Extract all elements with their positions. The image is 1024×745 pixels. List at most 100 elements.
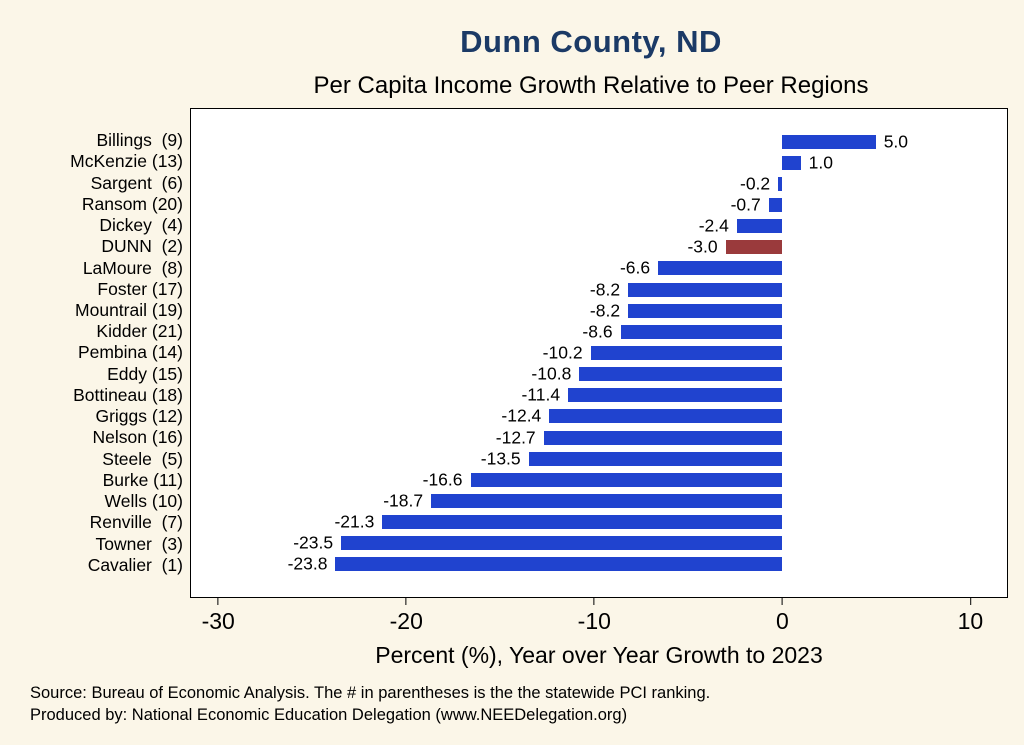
- x-tick: 0: [776, 598, 789, 635]
- category-label: Sargent (6): [90, 172, 183, 193]
- footer-notes: Source: Bureau of Economic Analysis. The…: [0, 669, 1024, 727]
- bar-row: -21.3: [191, 512, 1007, 533]
- category-label: Dickey (4): [99, 215, 183, 236]
- x-tick-label: 0: [775, 608, 789, 634]
- bar: [658, 261, 782, 276]
- value-label: -8.2: [589, 279, 621, 300]
- chart-header: Dunn County, ND Per Capita Income Growth…: [0, 0, 1024, 100]
- bar: [528, 451, 782, 466]
- value-label: -13.5: [480, 448, 521, 469]
- bar-row: -23.5: [191, 533, 1007, 554]
- value-label: -23.5: [293, 532, 334, 553]
- value-label: -10.8: [531, 363, 572, 384]
- category-label: Steele (5): [102, 448, 183, 469]
- category-label: McKenzie (13): [70, 151, 183, 172]
- value-label: -18.7: [383, 490, 424, 511]
- bar: [543, 430, 782, 445]
- bar-highlight: [725, 240, 782, 255]
- bar: [335, 557, 782, 572]
- x-axis-title: Percent (%), Year over Year Growth to 20…: [375, 642, 823, 668]
- bar-row: -12.7: [191, 427, 1007, 448]
- value-label: -12.4: [501, 405, 542, 426]
- bar: [341, 536, 782, 551]
- x-tick-mark: [217, 598, 219, 605]
- x-tick-mark: [593, 598, 595, 605]
- bar: [768, 197, 782, 212]
- category-label: Griggs (12): [95, 406, 183, 427]
- produced-by-note: Produced by: National Economic Education…: [30, 705, 628, 724]
- value-label: 1.0: [808, 152, 833, 173]
- bar-row: -8.2: [191, 279, 1007, 300]
- bar-row: -0.7: [191, 194, 1007, 215]
- bar-row: -2.4: [191, 216, 1007, 237]
- x-tick: -20: [390, 598, 423, 635]
- category-label: Cavalier (1): [87, 554, 183, 575]
- spacer: [0, 640, 190, 669]
- x-tick-mark: [405, 598, 407, 605]
- source-note: Source: Bureau of Economic Analysis. The…: [30, 684, 711, 702]
- plot-area: 5.0 1.0 -0.2 -0.7 -2.4 -3.0 -6.6 -8.2 -8.2 -8.6 -1…: [190, 108, 1008, 598]
- value-label: -12.7: [495, 427, 536, 448]
- category-label: Billings (9): [96, 130, 183, 151]
- category-label: Mountrail (19): [75, 299, 183, 320]
- category-label: Eddy (15): [107, 363, 183, 384]
- bar: [628, 303, 782, 318]
- category-label: Wells (10): [104, 491, 183, 512]
- value-label: -16.6: [422, 469, 463, 490]
- bar-row: -0.2: [191, 173, 1007, 194]
- x-tick-mark: [969, 598, 971, 605]
- x-axis: -30 -20 -10 0 10: [190, 598, 1008, 640]
- y-axis-labels: Billings (9) McKenzie (13) Sargent (6) Rans…: [0, 108, 190, 598]
- value-label: -8.2: [589, 300, 621, 321]
- bar-row: -11.4: [191, 385, 1007, 406]
- bar-row: -8.2: [191, 300, 1007, 321]
- bar-row: -12.4: [191, 406, 1007, 427]
- value-label: -0.7: [730, 194, 761, 215]
- x-tick-label: -20: [389, 608, 423, 634]
- value-label: -0.2: [740, 173, 771, 194]
- bar-row: -8.6: [191, 321, 1007, 342]
- bar-row: 1.0: [191, 152, 1007, 173]
- value-label: -23.8: [287, 553, 328, 574]
- bar-row: -13.5: [191, 448, 1007, 469]
- x-tick-label: 10: [957, 608, 984, 634]
- bar-row: -23.8: [191, 554, 1007, 575]
- bar-row: -18.7: [191, 490, 1007, 511]
- category-label: Pembina (14): [77, 342, 183, 363]
- bar-row: -16.6: [191, 469, 1007, 490]
- bar: [781, 155, 801, 170]
- spacer: [0, 598, 190, 640]
- value-label: -21.3: [334, 511, 375, 532]
- bar: [590, 345, 782, 360]
- chart-title: Dunn County, ND: [460, 24, 722, 59]
- x-tick: -30: [202, 598, 235, 635]
- bar: [736, 219, 782, 234]
- bar: [568, 388, 782, 403]
- category-label: Foster (17): [97, 278, 183, 299]
- bar: [781, 134, 876, 149]
- value-label: -6.6: [619, 257, 651, 278]
- chart-page: Dunn County, ND Per Capita Income Growth…: [0, 0, 1024, 727]
- value-label: -10.2: [542, 342, 583, 363]
- bar: [620, 324, 782, 339]
- x-tick-label: -10: [577, 608, 611, 634]
- category-label: Nelson (16): [92, 427, 183, 448]
- bar-row: -3.0: [191, 237, 1007, 258]
- category-label: Burke (11): [102, 469, 183, 490]
- bar: [628, 282, 782, 297]
- chart-subtitle: Per Capita Income Growth Relative to Pee…: [313, 72, 869, 99]
- category-label: DUNN (2): [101, 236, 183, 257]
- value-label: -2.4: [698, 215, 729, 236]
- bar-row: -10.2: [191, 342, 1007, 363]
- bar: [431, 493, 782, 508]
- value-label: -8.6: [582, 321, 613, 342]
- bar: [382, 515, 782, 530]
- category-label: Ransom (20): [81, 193, 183, 214]
- bar-chart: Billings (9) McKenzie (13) Sargent (6) Rans…: [0, 108, 1024, 669]
- category-label: Renville (7): [89, 512, 183, 533]
- bar: [778, 176, 782, 191]
- bar: [549, 409, 782, 424]
- x-tick: -10: [578, 598, 611, 635]
- category-label: Bottineau (18): [73, 384, 183, 405]
- category-label: Towner (3): [95, 533, 183, 554]
